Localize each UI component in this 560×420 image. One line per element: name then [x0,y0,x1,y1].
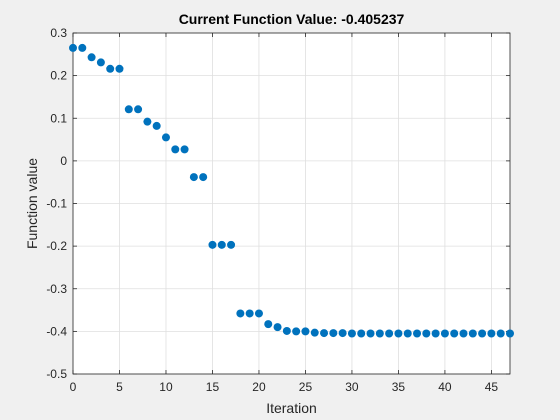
data-point [264,320,273,329]
data-point [124,105,133,114]
data-point [106,64,115,73]
x-tick-label: 30 [345,380,359,394]
data-point [236,309,245,318]
data-point [292,327,301,336]
chart-title: Current Function Value: -0.405237 [179,11,405,27]
data-point [199,173,208,182]
y-tick-label: -0.4 [46,324,67,338]
x-tick-label: 20 [252,380,266,394]
x-tick-label: 35 [392,380,406,394]
data-point [366,329,375,338]
y-tick-label: -0.2 [46,239,67,253]
data-point [310,328,319,337]
data-point [450,329,459,338]
ticks: 0 5 10 15 20 25 30 35 40 45 -0.5 -0.4 -0.3 -0.2 -0.1 0 0… [46,26,510,394]
data-point [385,329,394,338]
data-point [422,329,431,338]
data-points [69,43,514,338]
x-tick-label: 25 [299,380,313,394]
y-axis-label: Function value [24,158,40,249]
data-point [413,329,422,338]
y-tick-label: -0.5 [46,367,67,381]
y-tick-label: -0.3 [46,282,67,296]
data-point [254,309,263,318]
y-tick-label: -0.1 [46,197,67,211]
data-point [329,329,338,338]
data-point [189,173,198,182]
x-tick-label: 15 [206,380,220,394]
data-point [69,43,77,52]
data-point [487,329,496,338]
data-point [87,53,96,62]
data-point [468,329,477,338]
data-point [208,240,217,249]
data-point [320,329,329,338]
data-point [273,323,282,332]
data-point [161,133,170,142]
data-point [217,240,226,249]
data-point [431,329,440,338]
data-point [375,329,384,338]
y-tick-label: 0.1 [50,111,67,125]
x-tick-label: 0 [70,380,77,394]
y-tick-label: 0.3 [50,26,67,40]
x-tick-label: 45 [485,380,499,394]
data-point [171,145,180,154]
data-point [134,105,143,114]
data-point [152,121,161,130]
data-point [403,329,412,338]
x-axis-label: Iteration [266,400,317,416]
data-point [338,329,347,338]
data-point [143,117,152,126]
data-point [357,329,366,338]
data-point [245,309,254,318]
data-point [506,329,514,338]
x-tick-label: 10 [159,380,173,394]
data-point [394,329,403,338]
y-tick-label: 0 [60,154,67,168]
data-point [459,329,468,338]
data-point [478,329,487,338]
x-tick-label: 40 [438,380,452,394]
data-point [96,58,105,67]
data-point [440,329,449,338]
x-tick-label: 5 [116,380,123,394]
y-tick-label: 0.2 [50,69,67,83]
data-point [282,326,291,335]
data-point [227,240,236,249]
data-point [496,329,505,338]
data-point [78,43,87,52]
data-point [301,327,310,336]
data-point [347,329,356,338]
data-point [180,145,189,154]
data-point [115,64,124,73]
